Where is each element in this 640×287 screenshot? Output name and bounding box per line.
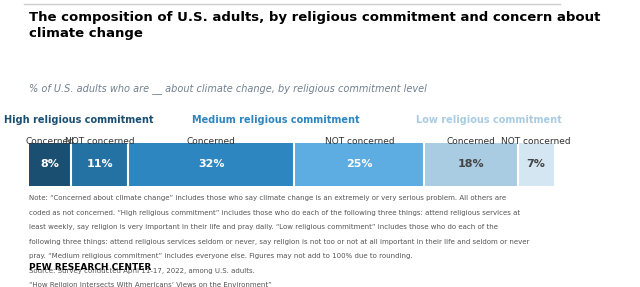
Bar [424,143,518,186]
Text: 32%: 32% [198,159,225,169]
Text: “How Religion Intersects With Americans’ Views on the Environment”: “How Religion Intersects With Americans’… [29,282,272,287]
Text: 18%: 18% [458,159,484,169]
Bar [518,143,554,186]
Text: Source: Survey conducted April 11-17, 2022, among U.S. adults.: Source: Survey conducted April 11-17, 20… [29,267,255,274]
Text: NOT concerned: NOT concerned [65,137,134,146]
Text: 11%: 11% [86,159,113,169]
Text: Concerned: Concerned [447,137,495,146]
Text: 25%: 25% [346,159,372,169]
Bar [294,143,424,186]
Text: High religious commitment: High religious commitment [4,115,154,125]
Text: PEW RESEARCH CENTER: PEW RESEARCH CENTER [29,263,152,272]
Text: % of U.S. adults who are __ about climate change, by religious commitment level: % of U.S. adults who are __ about climat… [29,83,428,94]
Text: Medium religious commitment: Medium religious commitment [193,115,360,125]
Text: 7%: 7% [527,159,545,169]
Text: Note: “Concerned about climate change” includes those who say climate change is : Note: “Concerned about climate change” i… [29,195,506,201]
Text: following three things: attend religious services seldom or never, say religion : following three things: attend religious… [29,239,530,245]
Text: Low religious commitment: Low religious commitment [417,115,562,125]
Text: NOT concerned: NOT concerned [324,137,394,146]
Bar [71,143,128,186]
Text: pray. “Medium religious commitment” includes everyone else. Figures may not add : pray. “Medium religious commitment” incl… [29,253,413,259]
Bar [128,143,294,186]
Text: The composition of U.S. adults, by religious commitment and concern about
climat: The composition of U.S. adults, by relig… [29,11,601,40]
Text: Concerned: Concerned [26,137,75,146]
Text: least weekly, say religion is very important in their life and pray daily. “Low : least weekly, say religion is very impor… [29,224,499,230]
Text: Concerned: Concerned [187,137,236,146]
Bar [29,143,71,186]
Text: 8%: 8% [41,159,60,169]
Text: coded as not concerned. “High religious commitment” includes those who do each o: coded as not concerned. “High religious … [29,210,520,216]
Text: NOT concerned: NOT concerned [501,137,571,146]
